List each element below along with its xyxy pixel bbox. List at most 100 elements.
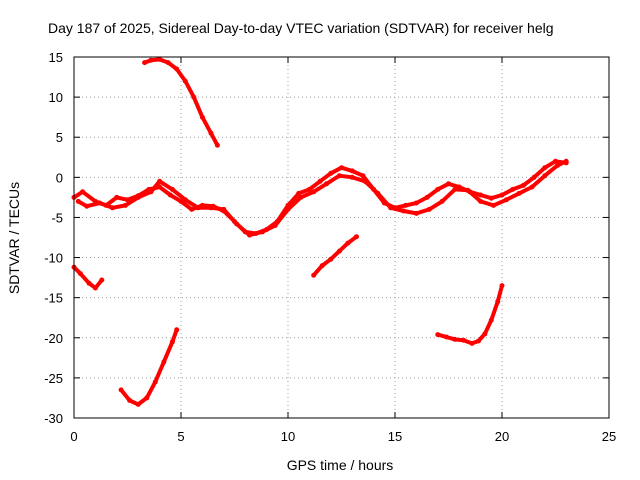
data-point	[259, 229, 265, 235]
data-point	[324, 181, 329, 187]
chart-title: Day 187 of 2025, Sidereal Day-to-day VTE…	[48, 20, 554, 36]
data-point	[195, 205, 201, 211]
data-point	[452, 336, 458, 342]
data-point	[503, 197, 509, 203]
y-tick-label: -5	[51, 210, 63, 225]
data-point	[182, 197, 188, 203]
data-point	[461, 337, 466, 343]
x-tick-label: 0	[70, 429, 77, 444]
x-tick-label: 10	[281, 429, 295, 444]
data-point	[510, 186, 516, 192]
data-point	[542, 165, 548, 171]
data-point	[553, 158, 558, 164]
data-point	[152, 379, 158, 385]
data-point	[127, 397, 133, 403]
grid	[74, 57, 609, 418]
data-point	[298, 194, 304, 200]
data-point	[469, 340, 475, 346]
data-point	[336, 173, 342, 179]
data-point	[388, 205, 394, 211]
data-point	[563, 158, 569, 164]
data-point	[476, 338, 481, 344]
data-point	[118, 387, 124, 393]
data-point	[375, 190, 381, 196]
data-point	[465, 187, 471, 193]
data-point	[148, 189, 154, 195]
data-point	[80, 189, 86, 195]
data-point	[148, 57, 154, 63]
data-point	[354, 234, 359, 240]
data-point	[362, 178, 368, 184]
data-point	[92, 285, 98, 291]
data-point	[157, 56, 163, 62]
data-point	[174, 327, 180, 333]
data-point	[349, 174, 355, 180]
data-point	[169, 339, 175, 345]
data-point	[75, 198, 81, 204]
data-point	[529, 184, 535, 190]
data-point	[424, 194, 430, 200]
y-tick-label: 15	[49, 50, 63, 65]
data-point	[311, 272, 317, 278]
data-point	[499, 192, 505, 198]
data-point	[435, 332, 441, 338]
data-point	[272, 223, 278, 228]
data-point	[495, 299, 501, 305]
data-point	[488, 195, 494, 201]
data-point	[499, 283, 505, 289]
y-tick-label: -15	[44, 291, 63, 306]
data-point	[435, 186, 441, 192]
data-point	[208, 205, 214, 211]
data-point	[110, 205, 115, 211]
data-point	[77, 271, 83, 277]
plot-frame	[73, 56, 610, 419]
data-point	[122, 202, 128, 208]
data-point	[516, 190, 522, 196]
data-point	[490, 202, 496, 208]
data-point	[555, 162, 561, 168]
data-point	[214, 142, 220, 148]
data-point	[99, 277, 105, 283]
data-point	[339, 165, 344, 171]
data-point	[178, 198, 184, 204]
series-arc-right	[435, 283, 504, 346]
x-axis-label: GPS time / hours	[287, 457, 394, 473]
data-point	[199, 114, 205, 120]
data-point	[446, 181, 451, 187]
data-point	[142, 60, 148, 66]
data-point	[157, 178, 163, 184]
y-tick-label: -20	[44, 331, 63, 346]
data-point	[135, 401, 141, 407]
data-point	[174, 66, 180, 72]
axis-ticks: 0 5 10 15 20 25 -30 -25 -20 -15 -10 -5 0 5 10 15	[44, 50, 616, 444]
data-series	[71, 56, 569, 407]
data-point	[328, 256, 334, 262]
data-point	[247, 232, 252, 238]
x-tick-label: 20	[495, 429, 509, 444]
data-point	[336, 248, 342, 254]
x-tick-label: 15	[388, 429, 402, 444]
data-point	[317, 178, 323, 184]
data-point	[296, 190, 302, 196]
y-tick-label: 5	[56, 130, 63, 145]
data-point	[319, 263, 325, 269]
data-point	[135, 194, 141, 200]
data-point	[189, 206, 195, 212]
data-point	[426, 206, 432, 212]
data-point	[221, 206, 227, 212]
data-point	[478, 192, 484, 198]
data-point	[401, 208, 407, 214]
data-point	[165, 60, 171, 66]
data-point	[413, 200, 419, 206]
data-point	[349, 168, 355, 174]
data-point	[488, 317, 494, 323]
data-point	[542, 173, 548, 179]
data-point	[345, 240, 351, 246]
data-point	[182, 78, 188, 84]
series-arc-high	[142, 57, 220, 148]
y-axis-label: SDTVAR / TECUs	[6, 182, 22, 294]
data-point	[413, 210, 419, 216]
y-tick-label: -10	[44, 251, 63, 266]
data-point	[97, 200, 103, 206]
